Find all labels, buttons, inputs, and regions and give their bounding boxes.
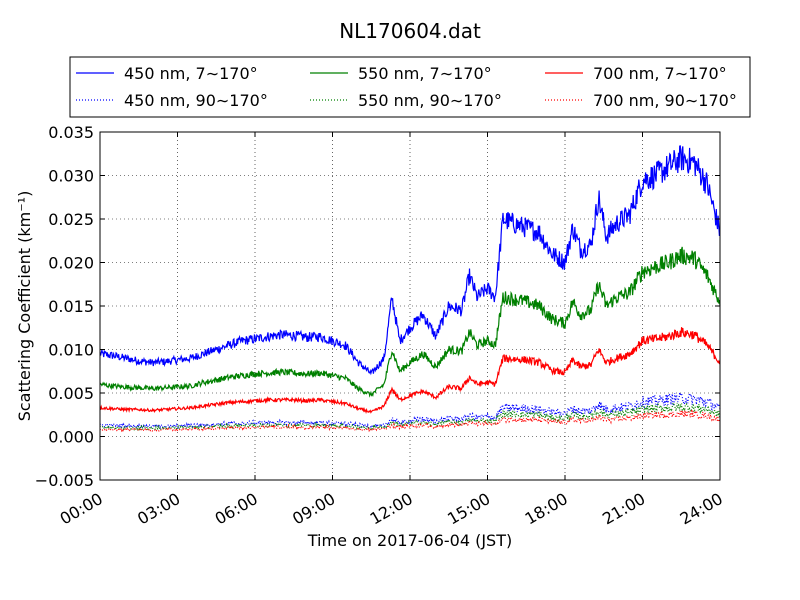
y-tick-label: 0.010	[48, 341, 94, 360]
x-tick-label: 09:00	[289, 489, 338, 529]
legend-box	[69, 56, 751, 118]
series-lines	[99, 145, 721, 433]
x-tick-label: 00:00	[57, 489, 106, 529]
y-tick-label: 0.015	[48, 297, 94, 316]
y-tick-label: −0.005	[35, 471, 94, 490]
series-line-4	[99, 402, 721, 432]
legend-label-3: 450 nm, 90∼170°	[124, 91, 268, 110]
legend-label-4: 550 nm, 90∼170°	[358, 91, 502, 110]
x-tick-label: 12:00	[367, 489, 416, 529]
x-tick-label: 24:00	[677, 489, 726, 529]
y-tick-label: 0.030	[48, 167, 94, 186]
y-tick-label: 0.020	[48, 254, 94, 273]
series-line-5	[99, 409, 721, 433]
x-axis-label: Time on 2017-06-04 (JST)	[307, 531, 512, 550]
y-tick-label: 0.000	[48, 428, 94, 447]
x-tick-label: 03:00	[134, 489, 183, 529]
series-line-1	[99, 246, 721, 398]
legend-label-2: 700 nm, 7∼170°	[593, 64, 727, 83]
legend-label-5: 700 nm, 90∼170°	[593, 91, 737, 110]
series-line-0	[99, 145, 721, 376]
series-line-2	[99, 327, 721, 414]
x-tick-label: 18:00	[522, 489, 571, 529]
y-axis-label: Scattering Coefficient (km⁻¹)	[15, 191, 34, 422]
chart-title: NL170604.dat	[339, 19, 481, 43]
y-tick-label: 0.005	[48, 384, 94, 403]
x-tick-label: 21:00	[599, 489, 648, 529]
legend-label-1: 550 nm, 7∼170°	[358, 64, 492, 83]
x-tick-label: 15:00	[444, 489, 493, 529]
x-tick-label: 06:00	[212, 489, 261, 529]
legend-label-0: 450 nm, 7∼170°	[124, 64, 258, 83]
y-tick-label: 0.035	[48, 123, 94, 142]
y-tick-label: 0.025	[48, 210, 94, 229]
series-line-3	[99, 391, 721, 430]
legend: 450 nm, 7∼170° 550 nm, 7∼170° 700 nm, 7∼17…	[69, 56, 751, 118]
